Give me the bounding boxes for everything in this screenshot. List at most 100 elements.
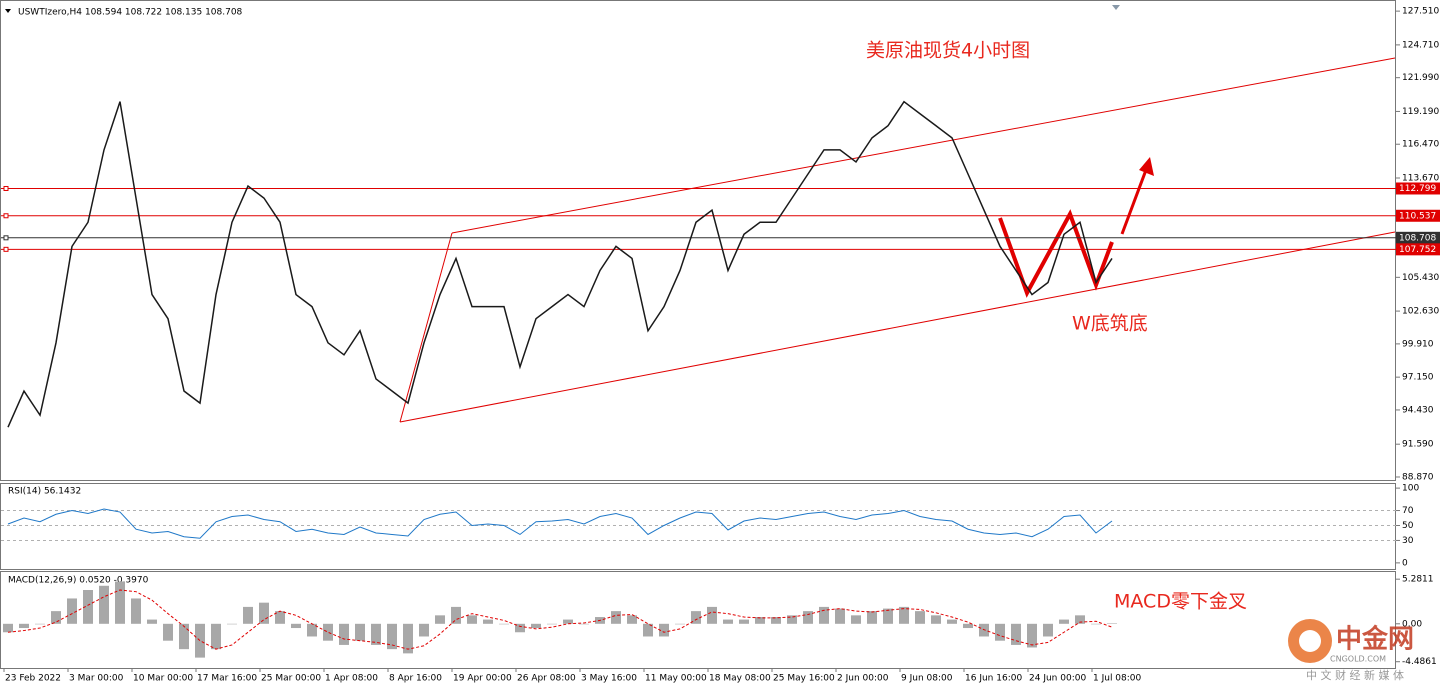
chart-annotation: W底筑底 (1072, 313, 1148, 335)
y-tick-label: 119.190 (1402, 107, 1439, 117)
price-line (7, 100, 1113, 428)
macd-bar (1043, 623, 1053, 637)
macd-bar (547, 623, 557, 625)
macd-bar (883, 608, 893, 624)
watermark-site: CNGOLD.COM (1330, 655, 1386, 664)
y-tick-label: 116.470 (1402, 140, 1439, 150)
macd-bar (931, 615, 941, 624)
channel-lower (399, 231, 1396, 423)
macd-bar (435, 615, 445, 624)
y-tick-label: 94.430 (1402, 405, 1434, 415)
macd-bar (51, 611, 61, 624)
macd-bar (179, 623, 189, 650)
y-tick-label: 124.710 (1402, 40, 1439, 50)
price-level-box (1396, 209, 1440, 222)
x-tick-label: 9 Jun 08:00 (901, 674, 953, 684)
watermark: 中金网 CNGOLD.COM 中 文 财 经 新 媒 体 (1288, 619, 1414, 682)
y-tick-label: 0 (1402, 558, 1408, 568)
macd-bar (835, 608, 845, 624)
macd-bar (243, 606, 253, 624)
macd-bar (19, 623, 29, 629)
y-tick-label: 30 (1402, 536, 1414, 546)
macd-bar (467, 615, 477, 624)
x-tick-label: 24 Jun 00:00 (1029, 674, 1086, 684)
macd-bar (339, 623, 349, 645)
macd-bar (147, 619, 157, 624)
chart-annotation: MACD零下金叉 (1114, 591, 1247, 613)
y-tick-label: 127.510 (1402, 7, 1439, 17)
macd-bar (35, 623, 45, 625)
macd-bar (499, 623, 509, 625)
macd-bar (947, 619, 957, 624)
x-tick-label: 10 Mar 00:00 (133, 674, 193, 684)
x-tick-label: 2 Jun 00:00 (837, 674, 889, 684)
macd-bar (707, 606, 717, 624)
y-tick-label: 91.590 (1402, 440, 1434, 450)
rsi-panel (0, 483, 1396, 570)
macd-bar (419, 623, 429, 637)
macd-bar (275, 611, 285, 624)
macd-bar (995, 623, 1005, 641)
level-handle (3, 246, 9, 252)
price-level-box (1396, 231, 1440, 244)
price-panel (0, 0, 1396, 481)
x-tick-label: 25 Mar 00:00 (261, 674, 321, 684)
macd-bar (739, 619, 749, 624)
menu-arrow[interactable] (5, 9, 11, 13)
macd-bar (899, 606, 909, 624)
chart-annotation: 美原油现货4小时图 (866, 40, 1030, 62)
macd-bar (1027, 623, 1037, 648)
macd-bar (787, 615, 797, 624)
macd-bar (963, 623, 973, 629)
y-tick-label: 102.630 (1402, 307, 1439, 317)
macd-bar (291, 623, 301, 629)
macd-bar (371, 623, 381, 645)
shift-marker (1112, 5, 1120, 10)
channel-edge (399, 232, 453, 423)
up-arrow-head (1139, 157, 1154, 176)
watermark-slogan: 中 文 财 经 新 媒 体 (1306, 668, 1404, 682)
macd-bar (915, 611, 925, 624)
macd-bar (1075, 615, 1085, 624)
macd-bar (211, 623, 221, 650)
macd-bar (451, 606, 461, 624)
price-level-box (1396, 243, 1440, 256)
macd-bar (403, 623, 413, 654)
y-tick-label: 105.430 (1402, 273, 1439, 283)
y-tick-label: 5.2811 (1402, 575, 1434, 585)
level-handle (3, 235, 9, 241)
macd-bar (771, 617, 781, 624)
y-tick-label: 99.910 (1402, 339, 1434, 349)
signal-line (7, 589, 1113, 650)
y-tick-label: 100 (1402, 484, 1419, 494)
x-tick-label: 19 Apr 00:00 (453, 674, 512, 684)
w-pattern (998, 209, 1114, 298)
macd-bar (195, 623, 205, 658)
macd-panel (0, 571, 1396, 669)
macd-bar (675, 623, 685, 625)
macd-bar (307, 623, 317, 637)
y-tick-label: 121.990 (1402, 73, 1439, 83)
watermark-logo (1299, 630, 1321, 652)
macd-bar (67, 598, 77, 624)
macd-bar (627, 615, 637, 624)
macd-bar (563, 619, 573, 624)
x-tick-label: 25 May 16:00 (773, 674, 835, 684)
watermark-name: 中金网 (1336, 624, 1414, 655)
x-tick-label: 23 Feb 2022 (5, 674, 61, 684)
macd-bar (851, 615, 861, 624)
macd-bar (355, 623, 365, 641)
x-tick-label: 8 Apr 16:00 (389, 674, 442, 684)
price-level-label: 108.708 (1399, 233, 1436, 243)
x-tick-label: 16 Jun 16:00 (965, 674, 1022, 684)
price-level-box (1396, 182, 1440, 195)
macd-bar (1107, 623, 1117, 624)
macd-bar (755, 617, 765, 624)
price-level-label: 110.537 (1399, 211, 1436, 221)
macd-bar (723, 619, 733, 624)
macd-header: MACD(12,26,9) 0.0520 -0.3970 (8, 576, 149, 586)
x-tick-label: 3 May 16:00 (581, 674, 637, 684)
macd-bar (611, 611, 621, 624)
macd-bar (867, 611, 877, 624)
macd-bar (1059, 619, 1069, 624)
